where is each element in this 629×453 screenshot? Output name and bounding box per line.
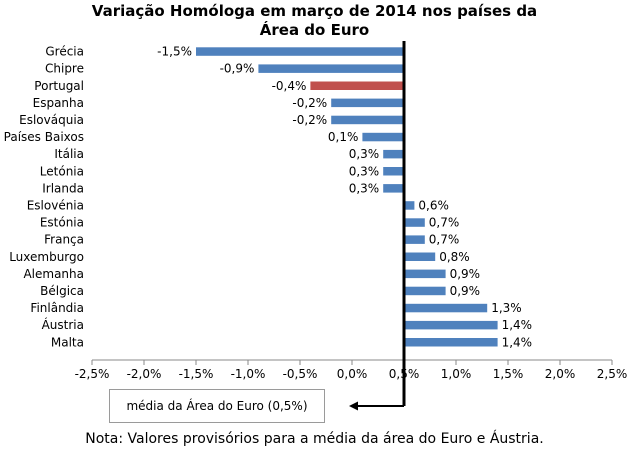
category-label-5: Países Baixos: [4, 130, 84, 144]
bar-16: [404, 320, 498, 330]
category-label-7: Letónia: [40, 164, 84, 178]
category-label-4: Eslováquia: [19, 113, 84, 127]
bar-1: [258, 64, 404, 73]
data-label-6: 0,3%: [349, 147, 380, 161]
category-label-3: Espanha: [33, 96, 84, 110]
category-label-1: Chipre: [45, 62, 84, 76]
category-label-17: Malta: [51, 335, 84, 349]
reference-arrow-head: [349, 401, 358, 411]
bar-15: [404, 303, 488, 313]
data-label-13: 0,9%: [450, 267, 481, 281]
bar-7: [383, 167, 404, 176]
data-label-11: 0,7%: [429, 233, 460, 247]
category-label-10: Estónia: [40, 216, 84, 230]
data-label-0: -1,5%: [157, 45, 192, 59]
bar-11: [404, 235, 425, 244]
x-tick-label-0: -2,5%: [75, 367, 110, 381]
category-label-11: França: [44, 233, 84, 247]
category-label-15: Finlândia: [30, 301, 84, 315]
x-tick-label-3: -1,0%: [231, 367, 266, 381]
data-label-7: 0,3%: [349, 164, 380, 178]
footnote: Nota: Valores provisórios para a média d…: [85, 431, 544, 447]
data-label-15: 1,3%: [491, 301, 522, 315]
category-label-0: Grécia: [45, 45, 84, 59]
data-label-1: -0,9%: [220, 62, 255, 76]
x-tick-label-8: 1,5%: [493, 367, 524, 381]
bar-0: [196, 47, 404, 56]
data-label-10: 0,7%: [429, 216, 460, 230]
category-label-6: Itália: [54, 147, 84, 161]
x-tick-label-5: 0,0%: [337, 367, 368, 381]
data-label-4: -0,2%: [292, 113, 327, 127]
category-label-14: Bélgica: [40, 284, 84, 298]
data-label-17: 1,4%: [502, 335, 532, 349]
bar-5: [362, 132, 404, 142]
data-label-12: 0,8%: [439, 250, 470, 264]
bar-9: [404, 201, 415, 210]
bar-12: [404, 252, 436, 261]
x-tick-label-1: -2,0%: [127, 367, 162, 381]
category-label-9: Eslovénia: [27, 198, 84, 212]
category-label-8: Irlanda: [42, 181, 84, 195]
data-label-9: 0,6%: [418, 198, 449, 212]
category-label-12: Luxemburgo: [9, 250, 84, 264]
bar-14: [404, 286, 446, 296]
x-tick-label-9: 2,0%: [545, 367, 576, 381]
bar-3: [331, 98, 404, 108]
category-label-2: Portugal: [34, 79, 84, 93]
reference-line-legend: média da Área do Euro (0,5%): [109, 389, 325, 423]
category-label-13: Alemanha: [23, 267, 84, 281]
x-tick-label-10: 2,5%: [597, 367, 628, 381]
data-label-5: 0,1%: [328, 130, 359, 144]
x-tick-label-4: -0,5%: [283, 367, 318, 381]
data-label-8: 0,3%: [349, 181, 380, 195]
chart-title-line-1: Variação Homóloga em março de 2014 nos p…: [91, 2, 538, 20]
category-label-16: Áustria: [42, 317, 84, 332]
data-label-14: 0,9%: [450, 284, 481, 298]
bar-13: [404, 269, 446, 279]
bar-10: [404, 218, 425, 227]
x-tick-label-2: -1,5%: [179, 367, 214, 381]
chart-title-line-2: Área do Euro: [259, 21, 370, 39]
bar-4: [331, 115, 404, 125]
reference-line-label: média da Área do Euro (0,5%): [126, 399, 308, 413]
x-tick-label-7: 1,0%: [441, 367, 472, 381]
data-label-16: 1,4%: [502, 318, 532, 332]
bar-17: [404, 338, 498, 347]
bar-6: [383, 149, 404, 159]
bar-2: [310, 81, 404, 90]
data-label-2: -0,4%: [272, 79, 307, 93]
bar-8: [383, 184, 404, 193]
chart-title: Variação Homóloga em março de 2014 nos p…: [0, 2, 629, 40]
data-label-3: -0,2%: [292, 96, 327, 110]
